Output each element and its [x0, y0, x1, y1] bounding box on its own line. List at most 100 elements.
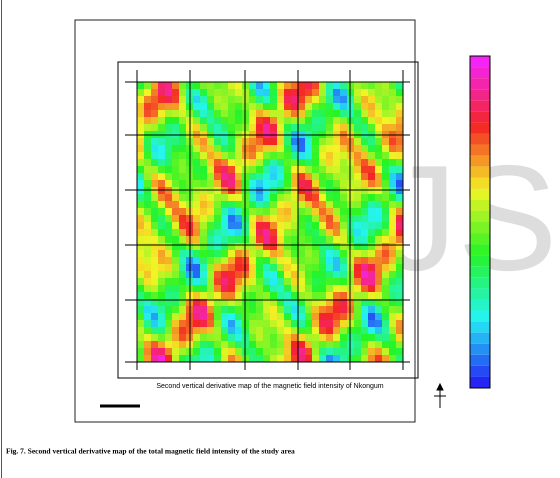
map-cell	[165, 250, 172, 257]
map-cell	[375, 243, 382, 250]
map-cell	[375, 89, 382, 96]
map-cell	[389, 194, 396, 201]
map-cell	[179, 89, 186, 96]
map-cell	[200, 166, 207, 173]
map-cell	[221, 124, 228, 131]
map-cell	[368, 173, 375, 180]
map-cell	[200, 341, 207, 348]
map-cell	[256, 348, 263, 355]
map-cell	[305, 341, 312, 348]
map-cell	[277, 208, 284, 215]
map-cell	[333, 334, 340, 341]
map-cell	[277, 334, 284, 341]
map-cell	[277, 264, 284, 271]
map-cell	[382, 124, 389, 131]
map-cell	[389, 89, 396, 96]
map-cell	[277, 355, 284, 362]
map-cell	[291, 341, 298, 348]
map-cell	[333, 236, 340, 243]
map-cell	[298, 103, 305, 110]
map-cell	[284, 313, 291, 320]
map-cell	[249, 110, 256, 117]
map-cell	[228, 341, 235, 348]
map-cell	[284, 82, 291, 89]
map-cell	[263, 229, 270, 236]
map-cell	[382, 166, 389, 173]
map-cell	[354, 257, 361, 264]
map-cell	[298, 145, 305, 152]
map-cell	[179, 173, 186, 180]
colorbar-swatch	[470, 122, 490, 133]
map-cell	[389, 82, 396, 89]
map-cell	[144, 264, 151, 271]
map-cell	[298, 243, 305, 250]
map-cell	[298, 334, 305, 341]
map-cell	[277, 110, 284, 117]
map-cell	[396, 348, 403, 355]
colorbar-swatch	[470, 333, 490, 344]
map-cell	[158, 250, 165, 257]
map-cell	[277, 201, 284, 208]
map-cell	[263, 173, 270, 180]
map-cell	[137, 250, 144, 257]
map-cell	[207, 145, 214, 152]
map-cell	[354, 320, 361, 327]
map-cell	[312, 271, 319, 278]
map-cell	[228, 320, 235, 327]
map-cell	[151, 327, 158, 334]
map-cell	[375, 117, 382, 124]
map-cell	[375, 229, 382, 236]
map-cell	[319, 159, 326, 166]
map-cell	[270, 271, 277, 278]
map-cell	[389, 124, 396, 131]
map-cell	[214, 201, 221, 208]
map-cell	[368, 278, 375, 285]
map-cell	[375, 96, 382, 103]
map-cell	[354, 243, 361, 250]
map-cell	[256, 271, 263, 278]
map-cell	[165, 341, 172, 348]
map-cell	[382, 145, 389, 152]
map-cell	[291, 166, 298, 173]
map-cell	[333, 159, 340, 166]
map-cell	[235, 103, 242, 110]
map-cell	[263, 82, 270, 89]
map-cell	[221, 82, 228, 89]
map-cell	[137, 110, 144, 117]
map-cell	[158, 355, 165, 362]
map-cell	[235, 355, 242, 362]
map-cell	[340, 355, 347, 362]
map-cell	[158, 327, 165, 334]
map-cell	[354, 96, 361, 103]
map-cell	[172, 313, 179, 320]
map-cell	[312, 215, 319, 222]
map-cell	[137, 138, 144, 145]
colorbar-swatch	[470, 277, 490, 288]
map-cell	[361, 180, 368, 187]
colorbar-swatch	[470, 233, 490, 244]
map-cell	[221, 166, 228, 173]
map-cell	[144, 110, 151, 117]
map-cell	[228, 215, 235, 222]
map-cell	[326, 264, 333, 271]
map-cell	[305, 264, 312, 271]
map-cell	[172, 194, 179, 201]
map-cell	[193, 215, 200, 222]
map-cell	[340, 292, 347, 299]
map-cell	[298, 117, 305, 124]
map-cell	[144, 313, 151, 320]
map-cell	[235, 124, 242, 131]
map-cell	[277, 327, 284, 334]
map-cell	[298, 327, 305, 334]
map-cell	[214, 341, 221, 348]
map-cell	[375, 250, 382, 257]
map-cell	[333, 271, 340, 278]
map-cell	[221, 257, 228, 264]
map-cell	[284, 215, 291, 222]
map-cell	[249, 250, 256, 257]
map-cell	[389, 243, 396, 250]
map-cell	[137, 355, 144, 362]
map-cell	[214, 320, 221, 327]
map-cell	[151, 110, 158, 117]
map-cell	[354, 201, 361, 208]
